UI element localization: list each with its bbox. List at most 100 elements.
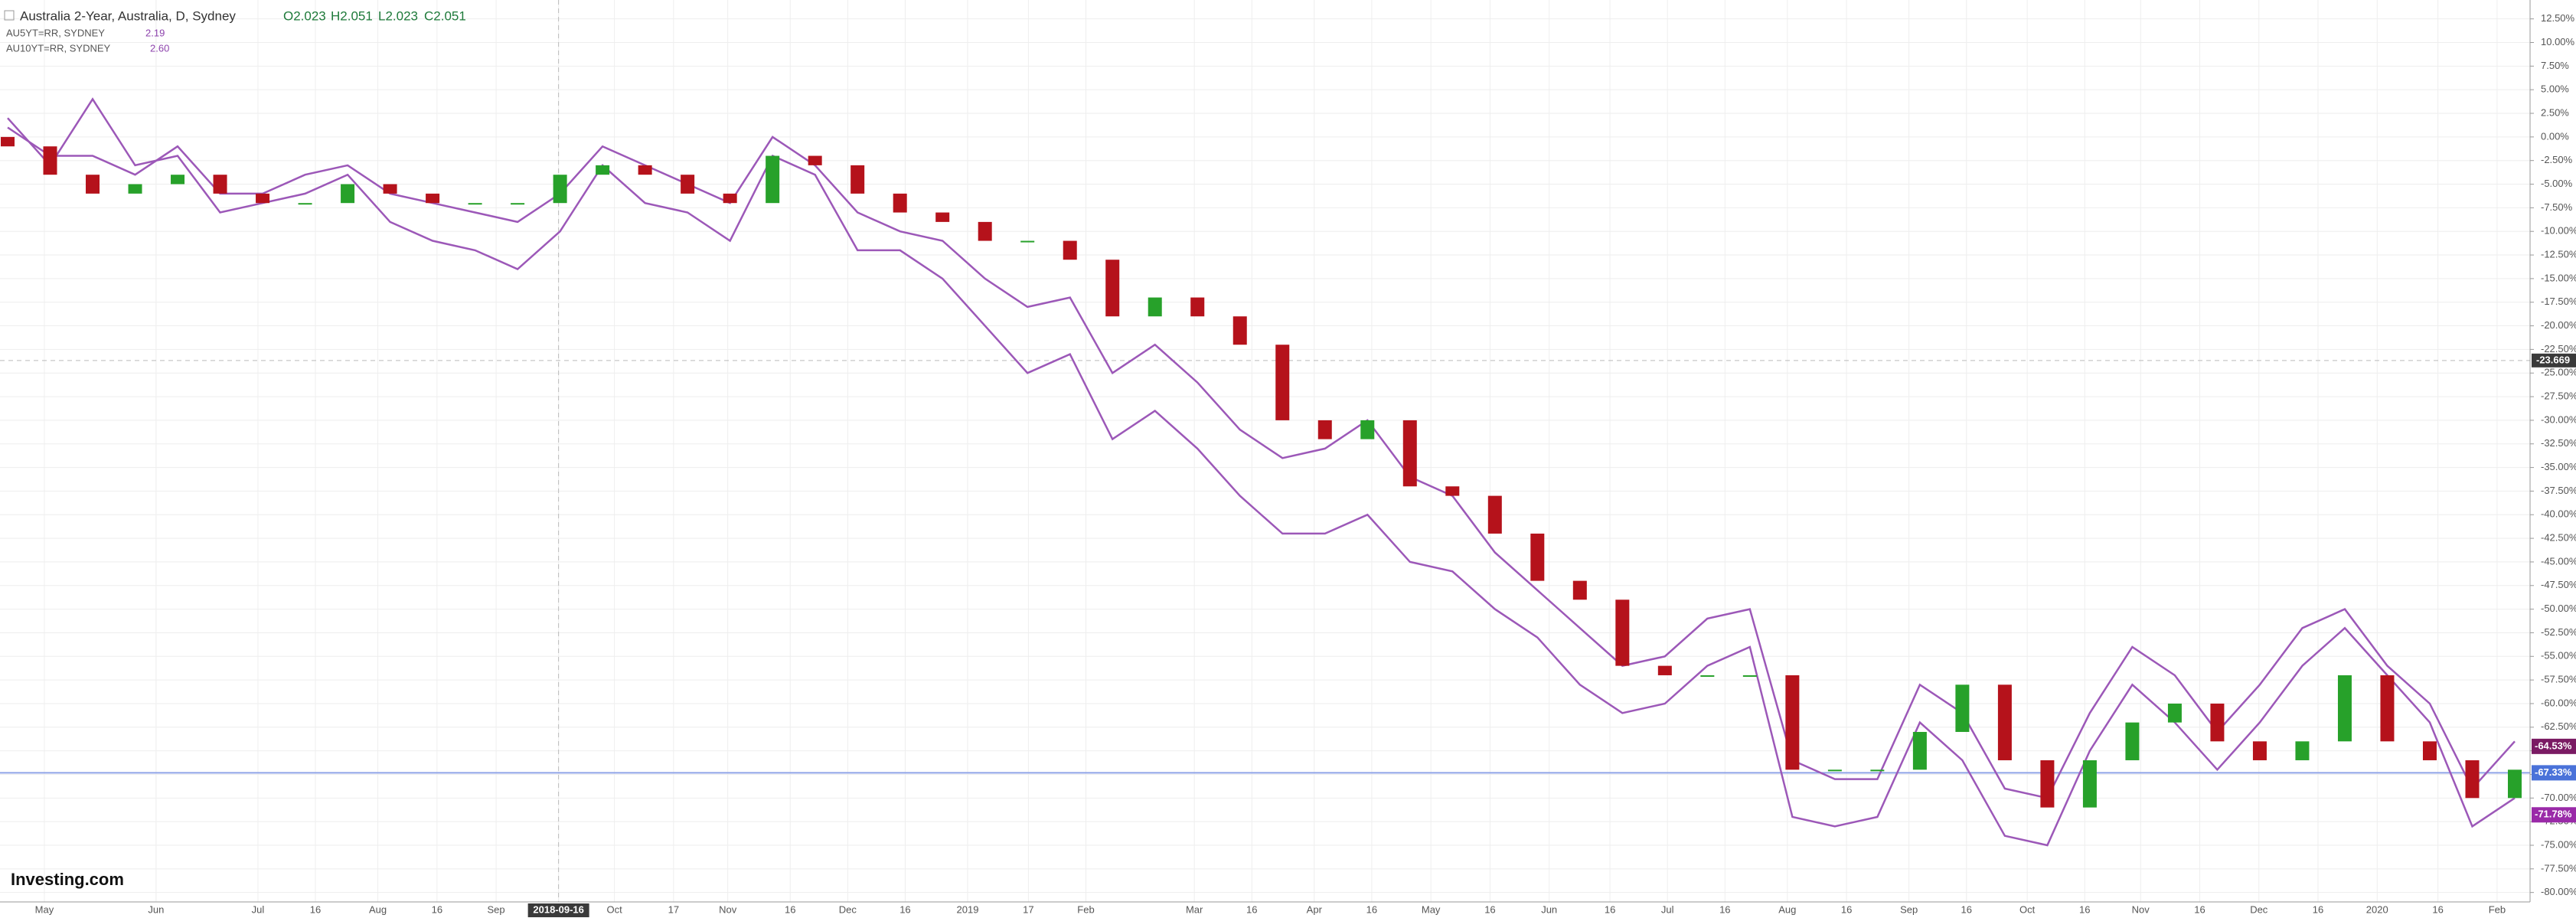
x-tick-label: Sep — [1900, 903, 1918, 915]
price-badge — [2532, 765, 2576, 781]
candle-body — [2337, 675, 2352, 742]
legend-name: AU5YT=RR, SYDNEY — [6, 27, 105, 38]
candle-body — [1785, 675, 1800, 770]
x-tick-label: Jul — [1661, 903, 1674, 915]
y-tick-label: -62.50% — [2541, 720, 2576, 732]
candle-body — [935, 212, 950, 222]
candle-body — [1615, 599, 1630, 666]
candle-body — [43, 146, 57, 175]
x-tick-label: Apr — [1307, 903, 1323, 915]
x-tick-label: 17 — [668, 903, 679, 915]
y-tick-label: 10.00% — [2541, 36, 2575, 47]
candle-body — [2082, 760, 2097, 808]
y-tick-label: 12.50% — [2541, 12, 2575, 24]
candle-body — [1317, 420, 1332, 439]
candle-body — [1020, 240, 1035, 243]
y-tick-label: -15.00% — [2541, 272, 2576, 283]
x-tick-label: 16 — [2079, 903, 2090, 915]
collapse-icon[interactable] — [4, 10, 15, 21]
y-tick-label: -45.00% — [2541, 555, 2576, 567]
x-tick-label: Jun — [148, 903, 164, 915]
candle-body — [1530, 533, 1545, 581]
candle-body — [1063, 240, 1077, 260]
x-tick-label: Nov — [719, 903, 737, 915]
ohlc-high: H2.051 — [331, 8, 373, 23]
candle-body — [1657, 665, 1672, 675]
x-tick-label: Mar — [1186, 903, 1203, 915]
y-tick-label: -10.00% — [2541, 225, 2576, 237]
candle-body — [808, 155, 822, 165]
ohlc-close: C2.051 — [424, 8, 466, 23]
x-tick-label: 2020 — [2366, 903, 2388, 915]
price-badge-label: -67.33% — [2535, 766, 2572, 778]
candle-body — [1402, 420, 1417, 487]
y-tick-label: -27.50% — [2541, 390, 2576, 402]
x-tick-label: 16 — [2194, 903, 2205, 915]
price-badge — [2532, 738, 2576, 754]
candle-body — [86, 175, 100, 194]
x-tick-label: 16 — [1605, 903, 1615, 915]
candle-body — [723, 193, 737, 204]
candle-body — [1997, 684, 2012, 760]
x-tick-label: May — [1422, 903, 1441, 915]
candle-body — [1912, 731, 1927, 770]
x-tick-label: 16 — [1841, 903, 1852, 915]
candle-body — [298, 203, 312, 205]
candle-body — [426, 193, 440, 204]
candle-body — [851, 165, 865, 194]
y-tick-label: -55.00% — [2541, 650, 2576, 662]
x-tick-label: 16 — [310, 903, 321, 915]
candle-body — [256, 193, 270, 204]
candle-body — [1360, 420, 1375, 439]
x-tick-label: 16 — [1961, 903, 1972, 915]
ohlc-low: L2.023 — [378, 8, 418, 23]
y-tick-label: -7.50% — [2541, 201, 2573, 213]
candle-body — [2210, 703, 2225, 742]
x-tick-label: Dec — [2250, 903, 2268, 915]
candle-body — [2380, 675, 2395, 742]
candle-body — [1742, 675, 1757, 677]
candle-body — [213, 175, 227, 194]
candle-body — [511, 203, 525, 205]
crosshair-y-label: -23.669 — [2536, 354, 2570, 365]
y-tick-label: -5.00% — [2541, 178, 2573, 189]
x-tick-label: Feb — [1077, 903, 1094, 915]
candle-body — [638, 165, 652, 175]
x-tick-label: 17 — [1023, 903, 1033, 915]
series-line — [7, 97, 2516, 847]
crosshair-x-badge — [527, 903, 589, 917]
x-tick-label: Oct — [606, 903, 622, 915]
x-tick-label: Oct — [2019, 903, 2036, 915]
x-tick-label: 2018-09-16 — [533, 903, 584, 915]
x-tick-label: 16 — [785, 903, 795, 915]
candle-body — [383, 184, 397, 194]
candle-body — [1827, 769, 1842, 772]
y-tick-label: 5.00% — [2541, 83, 2569, 95]
candle-body — [2465, 760, 2480, 799]
candle-body — [2508, 769, 2522, 799]
candle-body — [128, 184, 142, 194]
y-tick-label: -32.50% — [2541, 437, 2576, 449]
price-badge-label: -71.78% — [2535, 809, 2572, 820]
x-tick-label: 16 — [2313, 903, 2323, 915]
plot — [0, 97, 2530, 847]
x-tick-label: 16 — [1484, 903, 1495, 915]
y-tick-label: -70.00% — [2541, 792, 2576, 803]
candle-body — [2125, 722, 2140, 760]
logo: Investing.com — [11, 870, 124, 889]
x-tick-label: Dec — [839, 903, 857, 915]
y-tick-label: -77.50% — [2541, 862, 2576, 874]
y-tick-label: -12.50% — [2541, 248, 2576, 260]
candle-body — [1870, 769, 1885, 772]
x-tick-label: Jul — [252, 903, 265, 915]
x-tick-label: Sep — [488, 903, 505, 915]
y-tick-label: -47.50% — [2541, 579, 2576, 590]
x-tick-label: 16 — [432, 903, 442, 915]
candle-body — [468, 203, 482, 205]
x-tick-label: Aug — [1778, 903, 1796, 915]
price-badge — [2532, 807, 2576, 823]
y-tick-label: -22.50% — [2541, 343, 2576, 354]
candle-body — [2295, 741, 2310, 760]
candle-body — [171, 175, 185, 185]
